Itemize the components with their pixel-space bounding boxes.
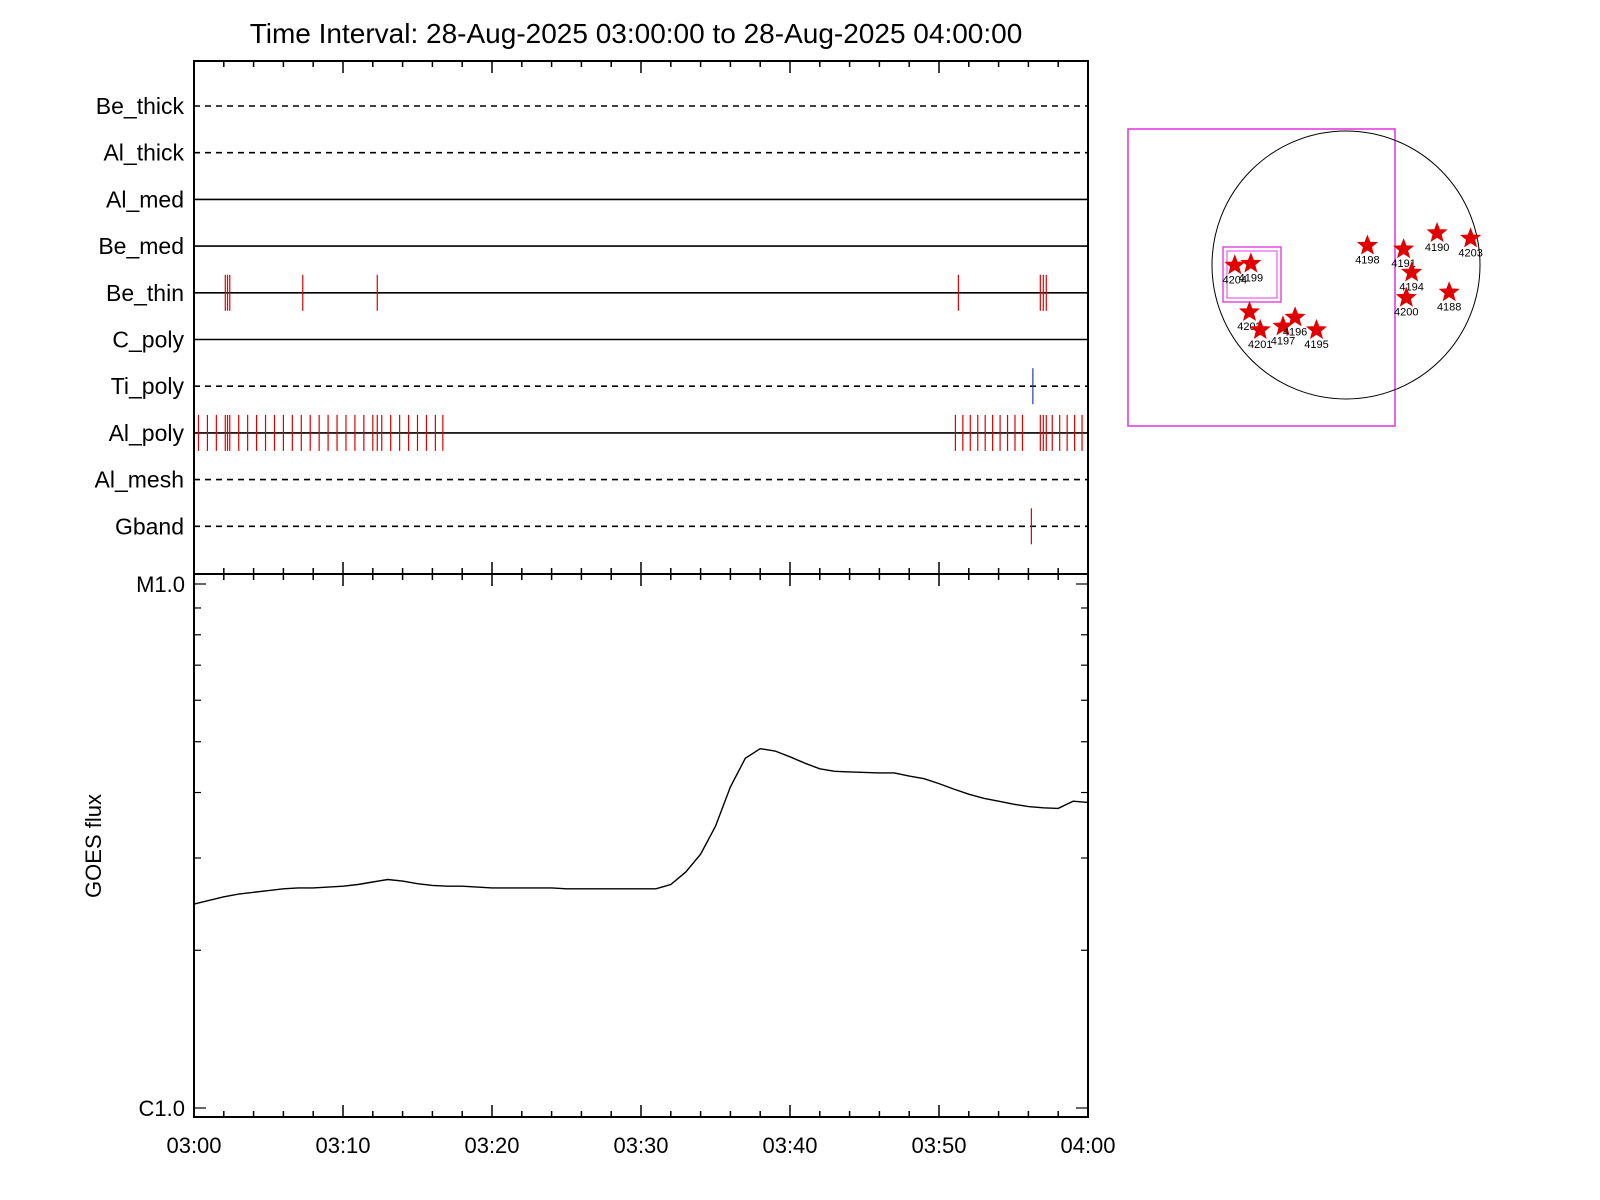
region-label: 4194 bbox=[1399, 282, 1423, 294]
region-star bbox=[1284, 306, 1306, 327]
fov-frame bbox=[1127, 128, 1396, 427]
filter-label-al_poly: Al_poly bbox=[109, 420, 185, 446]
filter-label-be_thick: Be_thick bbox=[96, 93, 185, 119]
region-label: 4203 bbox=[1458, 247, 1482, 259]
region-star bbox=[1249, 318, 1271, 340]
filter-panel-frame bbox=[193, 60, 1089, 575]
region-star bbox=[1393, 238, 1415, 259]
region-star bbox=[1240, 252, 1262, 273]
filter-label-be_thin: Be_thin bbox=[106, 280, 184, 306]
y-tick-label: M1.0 bbox=[136, 572, 185, 597]
x-tick-label: 03:20 bbox=[464, 1133, 519, 1158]
region-star bbox=[1426, 221, 1448, 242]
filter-label-al_med: Al_med bbox=[106, 186, 184, 212]
region-label: 4199 bbox=[1239, 273, 1263, 285]
filter-label-gband: Gband bbox=[115, 513, 184, 539]
region-star bbox=[1238, 300, 1261, 321]
region-label: 4198 bbox=[1355, 255, 1379, 267]
region-star bbox=[1305, 318, 1328, 339]
region-star bbox=[1401, 261, 1423, 282]
solar-disk bbox=[1211, 130, 1481, 400]
target-box-inner bbox=[1226, 250, 1278, 299]
target-box bbox=[1222, 246, 1282, 303]
x-tick-label: 03:10 bbox=[315, 1133, 370, 1158]
filter-panel-ticks bbox=[193, 61, 1089, 574]
region-label: 4197 bbox=[1271, 335, 1295, 347]
region-label: 4200 bbox=[1394, 307, 1418, 319]
region-star bbox=[1224, 254, 1246, 275]
region-star bbox=[1356, 234, 1379, 255]
region-label: 4188 bbox=[1437, 301, 1461, 313]
filter-label-al_thick: Al_thick bbox=[103, 140, 184, 166]
goes-panel-ticks bbox=[193, 574, 1089, 1117]
x-tick-label: 03:00 bbox=[166, 1133, 221, 1158]
filter-label-ti_poly: Ti_poly bbox=[111, 373, 185, 399]
active-regions: 4190 420341914198419441884200420441994202… bbox=[1223, 221, 1483, 351]
x-tick-label: 03:30 bbox=[613, 1133, 668, 1158]
region-label: 4190 bbox=[1425, 242, 1449, 254]
filter-label-al_mesh: Al_mesh bbox=[95, 467, 184, 493]
goes-y-axis-label: GOES flux bbox=[81, 794, 106, 898]
x-tick-labels: 03:00 03:10 03:20 03:30 03:40 03:50 04:00 bbox=[166, 1133, 1115, 1158]
goes-flux-series bbox=[193, 747, 1089, 905]
chart-title: Time Interval: 28-Aug-2025 03:00:00 to 2… bbox=[250, 18, 1023, 49]
x-tick-label: 04:00 bbox=[1060, 1133, 1115, 1158]
region-label: 4201 bbox=[1248, 339, 1272, 351]
x-tick-label: 03:50 bbox=[911, 1133, 966, 1158]
filter-rows: Be_thick Al_thick Al_med Be_med Be_thin C_pol… bbox=[95, 93, 1088, 545]
filter-label-be_med: Be_med bbox=[98, 233, 184, 259]
y-tick-label: C1.0 bbox=[139, 1096, 185, 1121]
goes-panel-frame bbox=[193, 573, 1089, 1118]
region-star bbox=[1438, 281, 1460, 302]
region-star bbox=[1395, 286, 1417, 307]
goes-y-ticks: M1.0 C1.0 bbox=[136, 572, 1088, 1121]
x-tick-label: 03:40 bbox=[762, 1133, 817, 1158]
region-label: 4204 bbox=[1223, 274, 1247, 286]
region-label: 4196 bbox=[1283, 326, 1307, 338]
region-label: 4195 bbox=[1304, 339, 1328, 351]
region-star bbox=[1460, 227, 1482, 248]
sun-map: 4190 420341914198419441884200420441994202… bbox=[1127, 128, 1483, 427]
filter-label-c_poly: C_poly bbox=[112, 327, 184, 353]
